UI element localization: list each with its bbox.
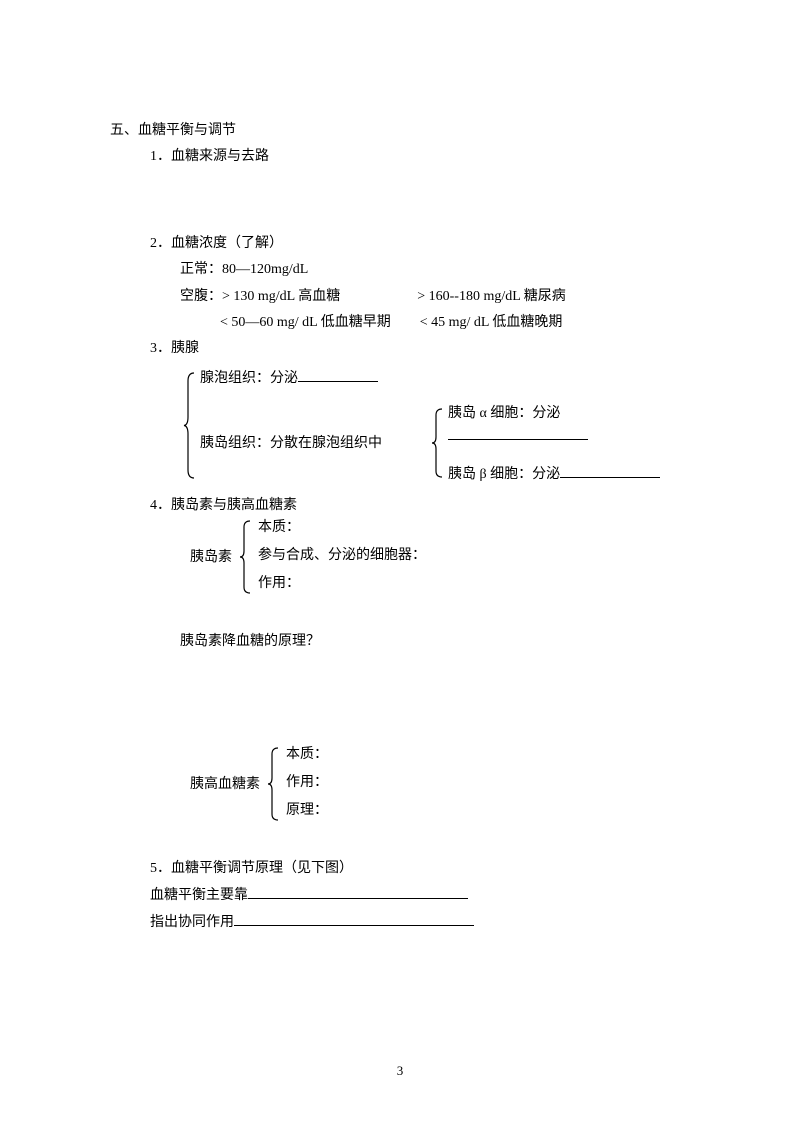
section-title: 五、血糖平衡与调节 [110,120,700,142]
glucagon-b2: 作用： [286,772,328,794]
blank-field [234,911,474,926]
item-2-line3a: < 50—60 mg/ dL 低血糖早期 [220,315,391,330]
blank-field [298,367,378,382]
item-5-number: 5． [150,861,171,876]
item-4-number: 4． [150,498,171,513]
insulin-question: 胰岛素降血糖的原理？ [110,631,700,653]
subbranch-1: 胰岛 α 细胞：分泌 [448,403,700,449]
insulin-b3: 作用： [258,573,300,595]
blank-field [448,425,588,440]
item-1: 1．血糖来源与去路 [110,146,700,168]
item-4: 4．胰岛素与胰高血糖素 [110,495,700,517]
section-number: 五、 [110,123,138,138]
item-2: 2．血糖浓度（了解） [110,233,700,255]
pancreas-diagram: 腺泡组织：分泌 胰岛组织：分散在腺泡组织中 胰岛 α 细胞：分泌 胰岛 β 细胞… [110,365,700,485]
insulin-label: 胰岛素 [190,547,232,569]
item-2-line3: < 50—60 mg/ dL 低血糖早期 < 45 mg/ dL 低血糖晚期 [110,312,700,334]
subbranch-2: 胰岛 β 细胞：分泌 [448,463,660,486]
glucagon-label: 胰高血糖素 [190,774,260,796]
item-2-number: 2． [150,236,171,251]
item-2-line2a: 空腹：> 130 mg/dL 高血糖 [180,289,340,304]
item-4-title: 胰岛素与胰高血糖素 [171,498,297,513]
page-number: 3 [397,1061,404,1082]
blank-field [560,463,660,478]
insulin-b1: 本质： [258,517,300,539]
item-5-line1: 血糖平衡主要靠 [110,884,700,907]
section-heading: 血糖平衡与调节 [138,123,236,138]
item-5-line2-text: 指出协同作用 [150,915,234,930]
item-2-line3b: < 45 mg/ dL 低血糖晚期 [420,315,563,330]
item-3-title: 胰腺 [171,341,199,356]
branch-1: 腺泡组织：分泌 [200,367,378,390]
branch-2-text: 胰岛组织：分散在腺泡组织中 [200,436,382,451]
bracket-icon [432,409,444,477]
item-5-line1-text: 血糖平衡主要靠 [150,888,248,903]
branch-1-text: 腺泡组织：分泌 [200,371,298,386]
insulin-diagram: 胰岛素 本质： 参与合成、分泌的细胞器： 作用： [110,521,700,601]
branch-2: 胰岛组织：分散在腺泡组织中 [200,433,382,455]
subbranch-2-text: 胰岛 β 细胞：分泌 [448,467,560,482]
item-5: 5．血糖平衡调节原理（见下图） [110,858,700,880]
glucagon-diagram: 胰高血糖素 本质： 作用： 原理： [110,748,700,828]
glucagon-b3: 原理： [286,800,328,822]
bracket-icon [240,521,252,593]
item-3-number: 3． [150,341,171,356]
item-2-line2: 空腹：> 130 mg/dL 高血糖 > 160--180 mg/dL 糖尿病 [110,286,700,308]
subbranch-1-text: 胰岛 α 细胞：分泌 [448,406,560,421]
insulin-b2: 参与合成、分泌的细胞器： [258,545,426,567]
item-2-title: 血糖浓度（了解） [171,236,283,251]
item-2-line2b: > 160--180 mg/dL 糖尿病 [417,289,566,304]
item-3: 3．胰腺 [110,338,700,360]
item-1-number: 1． [150,149,171,164]
glucagon-b1: 本质： [286,744,328,766]
bracket-icon [268,748,280,820]
item-5-line2: 指出协同作用 [110,911,700,934]
blank-field [248,884,468,899]
item-1-title: 血糖来源与去路 [171,149,269,164]
bracket-icon [184,373,196,478]
item-2-line1: 正常：80—120mg/dL [110,259,700,281]
item-5-title: 血糖平衡调节原理（见下图） [171,861,353,876]
